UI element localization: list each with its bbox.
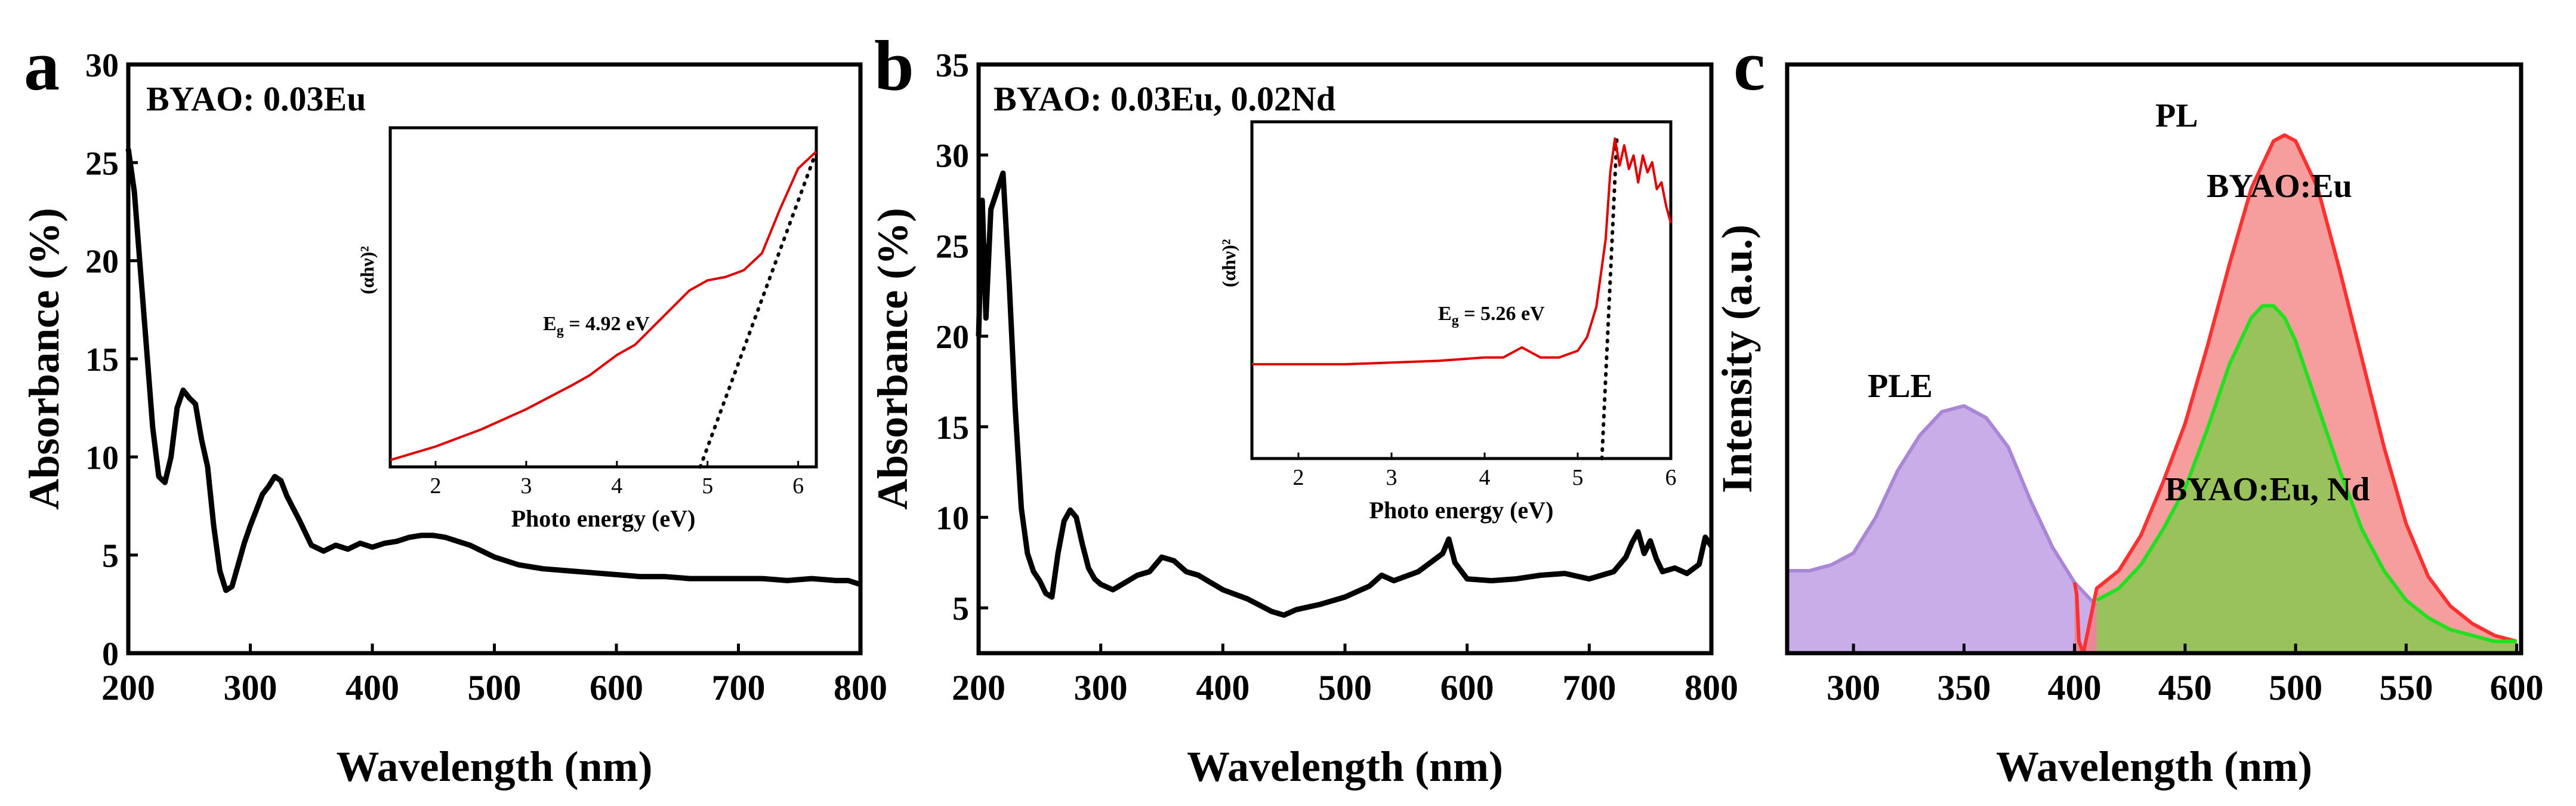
y-tick-label: 10 bbox=[85, 439, 119, 476]
inset-x-axis-title: Photo energy (eV) bbox=[511, 505, 696, 532]
inset-tauc-curve bbox=[390, 150, 817, 462]
x-axis-title: Wavelength (nm) bbox=[1187, 743, 1503, 790]
inset-y-axis-title: (αhν)² bbox=[1218, 239, 1239, 287]
y-tick-label: 25 bbox=[936, 228, 969, 265]
inset-x-tick-label: 2 bbox=[1293, 465, 1304, 490]
x-axis-title: Wavelength (nm) bbox=[1996, 743, 2312, 790]
y-tick-label: 30 bbox=[936, 138, 969, 175]
y-tick-label: 35 bbox=[936, 47, 969, 84]
y-tick-label: 0 bbox=[102, 636, 119, 673]
y-axis-title: Absorbance (%) bbox=[20, 208, 68, 510]
inset-eg-annotation: Eg = 5.26 eV bbox=[1438, 303, 1545, 328]
inset-eg-annotation: Eg = 4.92 eV bbox=[543, 313, 650, 339]
x-tick-label: 800 bbox=[1685, 668, 1738, 707]
x-tick-label: 300 bbox=[224, 668, 277, 707]
x-tick-label: 400 bbox=[1196, 668, 1250, 707]
x-tick-label: 600 bbox=[590, 668, 643, 707]
panel-label: a bbox=[24, 26, 60, 105]
inset-x-tick-label: 3 bbox=[1386, 465, 1397, 490]
inset-tangent-line bbox=[1600, 137, 1619, 460]
x-tick-label: 600 bbox=[2490, 668, 2544, 707]
panel-b: 200 300 400 500 600 700 8005101520253035Wavele… bbox=[869, 26, 1738, 790]
x-tick-label: 700 bbox=[712, 668, 766, 707]
inset-x-tick-label: 4 bbox=[611, 473, 622, 499]
panel-c: 300 350 400 450 500 550 600 Wavelength (nm) Inte… bbox=[1713, 26, 2544, 790]
ple-band-line bbox=[1787, 404, 2098, 608]
pl-label: PL bbox=[2155, 97, 2198, 134]
x-tick-label: 450 bbox=[2158, 668, 2212, 707]
eund-label: BYAO:Eu, Nd bbox=[2165, 471, 2370, 508]
y-tick-label: 30 bbox=[85, 47, 119, 84]
x-tick-label: 200 bbox=[952, 668, 1005, 707]
absorbance-line bbox=[125, 148, 862, 593]
y-tick-label: 20 bbox=[85, 244, 119, 281]
inset-x-tick-label: 6 bbox=[1665, 465, 1677, 490]
absorbance-line bbox=[976, 170, 1714, 618]
eu-label: BYAO:Eu bbox=[2207, 168, 2352, 205]
eg-value: = 4.92 eV bbox=[564, 313, 650, 335]
pl-eund-band-fill bbox=[2096, 306, 2517, 653]
y-tick-label: 10 bbox=[936, 500, 969, 537]
inset-x-tick-label: 3 bbox=[520, 473, 532, 499]
x-tick-label: 350 bbox=[1937, 668, 1991, 707]
y-tick-label: 25 bbox=[85, 145, 119, 182]
x-tick-label: 500 bbox=[468, 668, 522, 707]
y-tick-label: 5 bbox=[952, 590, 969, 627]
sample-annotation: BYAO: 0.03Eu, 0.02Nd bbox=[994, 79, 1335, 118]
ple-band-fill bbox=[1787, 405, 2097, 653]
x-axis-title: Wavelength (nm) bbox=[337, 743, 653, 790]
panel-label: b bbox=[874, 26, 914, 105]
pl-eund-band-line bbox=[2096, 304, 2517, 644]
inset-x-tick-label: 2 bbox=[430, 473, 441, 499]
x-tick-label: 400 bbox=[2048, 668, 2102, 707]
inset-x-tick-label: 5 bbox=[1572, 465, 1584, 490]
eg-value: = 5.26 eV bbox=[1459, 303, 1545, 325]
x-tick-label: 300 bbox=[1827, 668, 1880, 707]
pl-eu-band-line bbox=[2072, 133, 2518, 655]
x-tick-label: 550 bbox=[2379, 668, 2433, 707]
inset-frame bbox=[1250, 120, 1673, 460]
x-tick-label: 600 bbox=[1440, 668, 1494, 707]
x-tick-label: 200 bbox=[101, 668, 155, 707]
eg-symbol: E bbox=[1438, 303, 1452, 325]
y-axis-title: Absorbance (%) bbox=[869, 208, 917, 510]
x-tick-label: 300 bbox=[1074, 668, 1128, 707]
y-tick-label: 15 bbox=[936, 410, 969, 447]
inset-x-axis-title: Photo energy (eV) bbox=[1369, 497, 1554, 524]
sample-annotation: BYAO: 0.03Eu bbox=[146, 79, 366, 118]
x-tick-label: 800 bbox=[834, 668, 887, 707]
inset-frame bbox=[388, 126, 818, 469]
ple-label: PLE bbox=[1868, 368, 1933, 405]
inset-x-tick-label: 4 bbox=[1479, 465, 1491, 490]
y-tick-label: 20 bbox=[936, 319, 969, 356]
inset-tangent-line bbox=[698, 149, 818, 469]
plot-frame bbox=[1785, 62, 2523, 656]
eg-subscript: g bbox=[557, 323, 564, 339]
y-tick-label: 15 bbox=[85, 342, 119, 379]
x-tick-label: 500 bbox=[2269, 668, 2322, 707]
panel-a: 200 300 400 500 600 700 800051015202530Wavelen… bbox=[20, 26, 887, 790]
y-axis-title: Intensity (a.u.) bbox=[1713, 224, 1761, 493]
y-tick-label: 5 bbox=[102, 538, 119, 575]
inset-tauc-curve bbox=[1252, 137, 1672, 366]
eg-subscript: g bbox=[1452, 313, 1459, 328]
panel-label: c bbox=[1733, 26, 1765, 105]
x-tick-label: 400 bbox=[345, 668, 399, 707]
x-tick-label: 700 bbox=[1562, 668, 1616, 707]
inset-x-tick-label: 6 bbox=[792, 473, 804, 499]
eg-symbol: E bbox=[543, 313, 557, 335]
inset-x-tick-label: 5 bbox=[702, 473, 713, 499]
inset-y-axis-title: (αhν)² bbox=[356, 246, 378, 294]
x-tick-label: 500 bbox=[1318, 668, 1372, 707]
